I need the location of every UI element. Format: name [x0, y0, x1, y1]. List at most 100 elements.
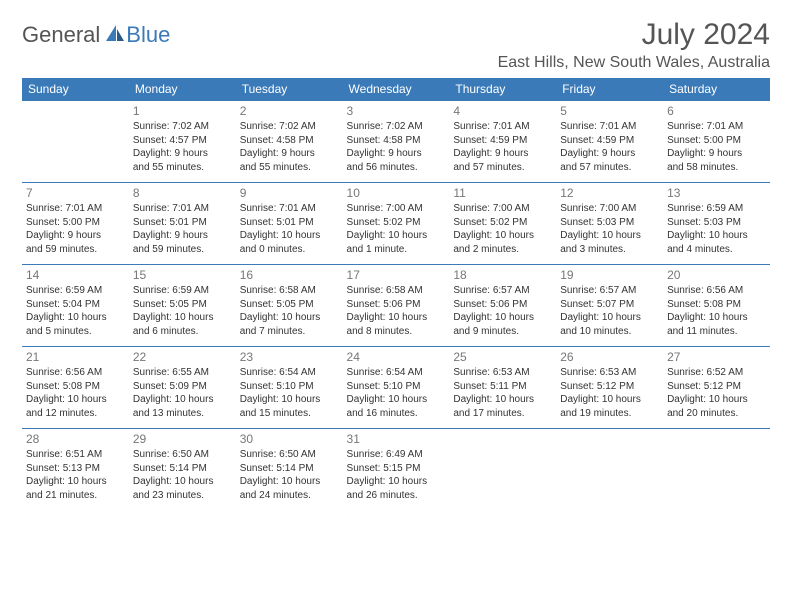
day-cell: 17 Sunrise: 6:58 AMSunset: 5:06 PMDayligh…	[343, 265, 450, 347]
day-cell: 19Sunrise: 6:57 AMSunset: 5:07 PMDayligh…	[556, 265, 663, 347]
day-cell: 26Sunrise: 6:53 AMSunset: 5:12 PMDayligh…	[556, 347, 663, 429]
weekday-header-row: Sunday Monday Tuesday Wednesday Thursday…	[22, 78, 770, 101]
day-number: 29	[133, 432, 232, 446]
day-cell: 3Sunrise: 7:02 AMSunset: 4:58 PMDaylight…	[343, 101, 450, 183]
day-number: 14	[26, 268, 125, 282]
weekday-header: Friday	[556, 78, 663, 101]
day-number: 27	[667, 350, 766, 364]
day-number: 7	[26, 186, 125, 200]
day-info: Sunrise: 7:02 AMSunset: 4:58 PMDaylight:…	[347, 120, 446, 174]
day-info: Sunrise: 7:00 AMSunset: 5:02 PMDaylight:…	[347, 202, 446, 256]
day-cell: 29 Sunrise: 6:50 AMSunset: 5:14 PMDayligh…	[129, 429, 236, 511]
day-cell	[22, 101, 129, 183]
day-number: 28	[26, 432, 125, 446]
day-number: 13	[667, 186, 766, 200]
day-cell: 2 Sunrise: 7:02 AMSunset: 4:58 PMDaylight…	[236, 101, 343, 183]
day-cell: 15 Sunrise: 6:59 AMSunset: 5:05 PMDayligh…	[129, 265, 236, 347]
day-info: Sunrise: 6:57 AMSunset: 5:06 PMDaylight:…	[453, 284, 552, 338]
day-info: Sunrise: 7:01 AMSunset: 4:59 PMDaylight:…	[560, 120, 659, 174]
day-number: 12	[560, 186, 659, 200]
day-number: 24	[347, 350, 446, 364]
day-number: 17	[347, 268, 446, 282]
weekday-header: Tuesday	[236, 78, 343, 101]
day-number: 22	[133, 350, 232, 364]
day-cell: 4 Sunrise: 7:01 AMSunset: 4:59 PMDaylight…	[449, 101, 556, 183]
week-row: 28 Sunrise: 6:51 AMSunset: 5:13 PMDayligh…	[22, 429, 770, 511]
day-number: 31	[347, 432, 446, 446]
day-number: 1	[133, 104, 232, 118]
day-number: 25	[453, 350, 552, 364]
day-number: 16	[240, 268, 339, 282]
logo: General Blue	[22, 22, 170, 48]
calendar-table: Sunday Monday Tuesday Wednesday Thursday…	[22, 78, 770, 510]
day-number: 8	[133, 186, 232, 200]
day-cell: 23Sunrise: 6:54 AMSunset: 5:10 PMDayligh…	[236, 347, 343, 429]
day-number: 10	[347, 186, 446, 200]
day-cell: 1 Sunrise: 7:02 AMSunset: 4:57 PMDaylight…	[129, 101, 236, 183]
day-number: 26	[560, 350, 659, 364]
weekday-header: Wednesday	[343, 78, 450, 101]
day-info: Sunrise: 7:02 AMSunset: 4:57 PMDaylight:…	[133, 120, 232, 174]
weekday-header: Sunday	[22, 78, 129, 101]
day-cell: 25 Sunrise: 6:53 AMSunset: 5:11 PMDayligh…	[449, 347, 556, 429]
day-number: 4	[453, 104, 552, 118]
day-cell: 28 Sunrise: 6:51 AMSunset: 5:13 PMDayligh…	[22, 429, 129, 511]
day-number: 2	[240, 104, 339, 118]
day-cell	[556, 429, 663, 511]
week-row: 14 Sunrise: 6:59 AMSunset: 5:04 PMDayligh…	[22, 265, 770, 347]
day-info: Sunrise: 7:00 AMSunset: 5:03 PMDaylight:…	[560, 202, 659, 256]
day-cell: 9 Sunrise: 7:01 AMSunset: 5:01 PMDaylight…	[236, 183, 343, 265]
day-cell: 13 Sunrise: 6:59 AMSunset: 5:03 PMDayligh…	[663, 183, 770, 265]
logo-text-general: General	[22, 22, 100, 48]
day-info: Sunrise: 7:01 AMSunset: 5:01 PMDaylight:…	[240, 202, 339, 256]
day-info: Sunrise: 6:57 AMSunset: 5:07 PMDaylight:…	[560, 284, 659, 338]
day-number: 21	[26, 350, 125, 364]
day-info: Sunrise: 6:59 AMSunset: 5:04 PMDaylight:…	[26, 284, 125, 338]
day-number: 9	[240, 186, 339, 200]
month-title: July 2024	[498, 18, 770, 52]
day-cell: 6 Sunrise: 7:01 AMSunset: 5:00 PMDaylight…	[663, 101, 770, 183]
day-number: 6	[667, 104, 766, 118]
day-number: 15	[133, 268, 232, 282]
day-cell: 5 Sunrise: 7:01 AMSunset: 4:59 PMDaylight…	[556, 101, 663, 183]
day-cell: 20 Sunrise: 6:56 AMSunset: 5:08 PMDayligh…	[663, 265, 770, 347]
day-info: Sunrise: 7:02 AMSunset: 4:58 PMDaylight:…	[240, 120, 339, 174]
location: East Hills, New South Wales, Australia	[498, 54, 770, 72]
logo-sail-icon	[104, 23, 126, 48]
day-number: 20	[667, 268, 766, 282]
day-number: 11	[453, 186, 552, 200]
day-number: 30	[240, 432, 339, 446]
day-cell: 7 Sunrise: 7:01 AMSunset: 5:00 PMDaylight…	[22, 183, 129, 265]
day-info: Sunrise: 6:51 AMSunset: 5:13 PMDaylight:…	[26, 448, 125, 502]
day-cell: 21 Sunrise: 6:56 AMSunset: 5:08 PMDayligh…	[22, 347, 129, 429]
day-cell: 27Sunrise: 6:52 AMSunset: 5:12 PMDayligh…	[663, 347, 770, 429]
day-info: Sunrise: 6:50 AMSunset: 5:14 PMDaylight:…	[240, 448, 339, 502]
title-block: July 2024 East Hills, New South Wales, A…	[498, 18, 770, 72]
day-info: Sunrise: 6:50 AMSunset: 5:14 PMDaylight:…	[133, 448, 232, 502]
day-number: 18	[453, 268, 552, 282]
day-number: 23	[240, 350, 339, 364]
day-info: Sunrise: 6:56 AMSunset: 5:08 PMDaylight:…	[26, 366, 125, 420]
day-cell: 12 Sunrise: 7:00 AMSunset: 5:03 PMDayligh…	[556, 183, 663, 265]
day-info: Sunrise: 7:01 AMSunset: 4:59 PMDaylight:…	[453, 120, 552, 174]
day-cell: 11Sunrise: 7:00 AMSunset: 5:02 PMDayligh…	[449, 183, 556, 265]
day-info: Sunrise: 6:59 AMSunset: 5:03 PMDaylight:…	[667, 202, 766, 256]
day-number: 5	[560, 104, 659, 118]
day-info: Sunrise: 7:01 AMSunset: 5:01 PMDaylight:…	[133, 202, 232, 256]
weekday-header: Saturday	[663, 78, 770, 101]
day-info: Sunrise: 6:59 AMSunset: 5:05 PMDaylight:…	[133, 284, 232, 338]
day-info: Sunrise: 7:01 AMSunset: 5:00 PMDaylight:…	[667, 120, 766, 174]
week-row: 21 Sunrise: 6:56 AMSunset: 5:08 PMDayligh…	[22, 347, 770, 429]
day-info: Sunrise: 6:58 AMSunset: 5:06 PMDaylight:…	[347, 284, 446, 338]
day-info: Sunrise: 6:56 AMSunset: 5:08 PMDaylight:…	[667, 284, 766, 338]
day-info: Sunrise: 6:53 AMSunset: 5:11 PMDaylight:…	[453, 366, 552, 420]
day-info: Sunrise: 6:54 AMSunset: 5:10 PMDaylight:…	[347, 366, 446, 420]
day-cell	[663, 429, 770, 511]
logo-text-blue: Blue	[126, 22, 170, 48]
day-cell: 8 Sunrise: 7:01 AMSunset: 5:01 PMDaylight…	[129, 183, 236, 265]
day-info: Sunrise: 6:49 AMSunset: 5:15 PMDaylight:…	[347, 448, 446, 502]
day-info: Sunrise: 6:55 AMSunset: 5:09 PMDaylight:…	[133, 366, 232, 420]
day-cell: 22 Sunrise: 6:55 AMSunset: 5:09 PMDayligh…	[129, 347, 236, 429]
day-cell: 10 Sunrise: 7:00 AMSunset: 5:02 PMDayligh…	[343, 183, 450, 265]
day-info: Sunrise: 7:01 AMSunset: 5:00 PMDaylight:…	[26, 202, 125, 256]
